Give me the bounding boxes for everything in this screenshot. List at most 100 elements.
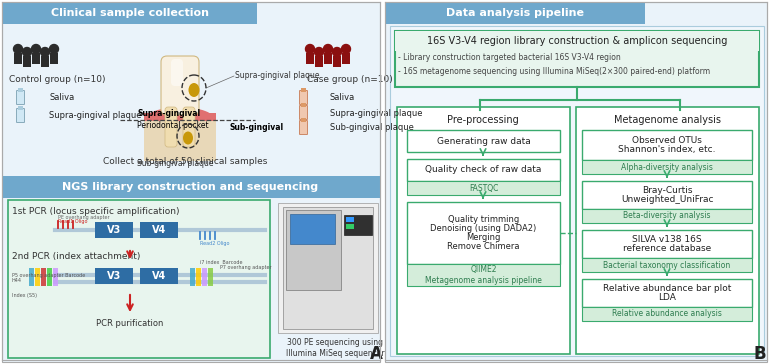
Text: SILVA v138 16S: SILVA v138 16S	[632, 235, 702, 244]
Bar	[582, 307, 752, 321]
Bar	[283, 207, 373, 329]
Text: Saliva: Saliva	[330, 94, 355, 103]
Text: Control group (n=10): Control group (n=10)	[8, 75, 105, 83]
Bar	[395, 31, 759, 51]
Bar	[306, 53, 314, 64]
Bar	[407, 159, 560, 181]
Bar	[301, 88, 306, 92]
Text: V3: V3	[107, 271, 122, 281]
Text: Clinical sample collection: Clinical sample collection	[51, 8, 209, 18]
Bar	[582, 230, 752, 258]
Text: LDA: LDA	[658, 293, 676, 302]
Text: Bacterial taxonomy classification: Bacterial taxonomy classification	[604, 261, 731, 269]
Bar	[346, 217, 354, 222]
Text: Data analysis pipeline: Data analysis pipeline	[446, 8, 584, 18]
Bar	[47, 268, 52, 286]
Text: Supra-gingival: Supra-gingival	[137, 110, 200, 119]
Bar	[407, 130, 560, 152]
Bar	[582, 130, 752, 160]
Text: Relative abundance bar plot: Relative abundance bar plot	[603, 284, 731, 293]
Bar	[385, 2, 645, 24]
Circle shape	[32, 44, 41, 54]
Text: Relative abundance analysis: Relative abundance analysis	[612, 309, 722, 318]
FancyBboxPatch shape	[165, 107, 177, 147]
Circle shape	[341, 44, 351, 54]
Text: Pre-processing: Pre-processing	[447, 115, 519, 125]
Bar	[301, 118, 306, 122]
Circle shape	[49, 44, 58, 54]
Bar	[53, 268, 58, 286]
Bar	[41, 56, 49, 67]
Ellipse shape	[183, 131, 193, 145]
Bar	[582, 258, 752, 272]
Text: Saliva: Saliva	[49, 94, 75, 103]
Text: Observed OTUs: Observed OTUs	[632, 136, 702, 145]
Circle shape	[14, 44, 22, 54]
Circle shape	[22, 47, 32, 56]
Text: i7 index  Barcode: i7 index Barcode	[200, 261, 242, 265]
Text: Beta-diversity analysis: Beta-diversity analysis	[623, 211, 711, 221]
Ellipse shape	[188, 83, 199, 97]
Circle shape	[324, 44, 332, 54]
Bar	[390, 26, 764, 356]
Text: - 16S metagenome sequencing using Illumina MiSeq(2×300 paired-end) platform: - 16S metagenome sequencing using Illumi…	[398, 67, 710, 75]
Text: V3: V3	[107, 225, 122, 235]
FancyBboxPatch shape	[16, 108, 25, 123]
Bar	[315, 56, 323, 67]
Bar	[2, 2, 257, 24]
Bar	[208, 268, 213, 286]
Bar	[202, 268, 207, 286]
Circle shape	[332, 47, 341, 56]
Bar	[395, 31, 759, 87]
Text: Merging: Merging	[466, 233, 501, 242]
Bar	[582, 181, 752, 209]
Text: Quality check of raw data: Quality check of raw data	[425, 166, 541, 174]
Text: Shannon's index, etc.: Shannon's index, etc.	[618, 145, 716, 154]
Text: Read2 Oligo: Read2 Oligo	[200, 241, 229, 246]
Bar	[278, 203, 378, 333]
Circle shape	[305, 44, 315, 54]
Bar	[2, 176, 380, 198]
Text: Unweighted_UniFrac: Unweighted_UniFrac	[621, 195, 714, 204]
Text: Supra-gingival plaque: Supra-gingival plaque	[330, 108, 422, 118]
Text: QIIME2
Metagenome analysis pipeline: QIIME2 Metagenome analysis pipeline	[425, 265, 542, 285]
Text: 1st PCR (locus specific amplification): 1st PCR (locus specific amplification)	[12, 206, 179, 215]
Bar	[582, 209, 752, 223]
Bar	[29, 268, 34, 286]
Bar	[50, 53, 58, 64]
Bar	[32, 53, 40, 64]
Text: - Library construction targeted bacterial 16S V3-V4 region: - Library construction targeted bacteria…	[398, 54, 621, 63]
Bar	[290, 214, 335, 244]
Bar	[286, 210, 341, 290]
Text: Sub-gingival: Sub-gingival	[230, 123, 284, 132]
Text: 300 PE sequencing using
Illumina MiSeq sequencer: 300 PE sequencing using Illumina MiSeq s…	[286, 338, 384, 358]
Bar	[23, 56, 31, 67]
FancyBboxPatch shape	[299, 106, 308, 119]
Text: B: B	[754, 345, 767, 363]
Text: H44: H44	[12, 277, 22, 282]
Bar	[41, 268, 46, 286]
Bar	[342, 53, 350, 64]
Circle shape	[41, 47, 49, 56]
Bar	[344, 215, 372, 235]
Bar	[190, 268, 195, 286]
Bar	[407, 264, 560, 286]
Bar	[95, 268, 133, 284]
Bar	[576, 107, 759, 354]
Text: P7 overhang adapter: P7 overhang adapter	[220, 265, 271, 269]
Text: NGS library construction and sequencing: NGS library construction and sequencing	[62, 182, 318, 192]
Bar	[301, 103, 306, 107]
Text: Metagenome analysis: Metagenome analysis	[614, 115, 721, 125]
Text: Case group (n=10): Case group (n=10)	[307, 75, 393, 83]
FancyBboxPatch shape	[171, 59, 183, 86]
Bar	[144, 121, 216, 161]
FancyBboxPatch shape	[299, 91, 308, 104]
Text: Sub-gingival plaque: Sub-gingival plaque	[137, 158, 213, 167]
Text: PCR purification: PCR purification	[96, 320, 164, 328]
Text: Sub-gingival plaque: Sub-gingival plaque	[330, 123, 414, 132]
Bar	[582, 160, 752, 174]
Bar	[346, 224, 354, 229]
FancyBboxPatch shape	[183, 107, 195, 147]
Text: Generating raw data: Generating raw data	[437, 136, 531, 146]
Bar	[140, 268, 178, 284]
